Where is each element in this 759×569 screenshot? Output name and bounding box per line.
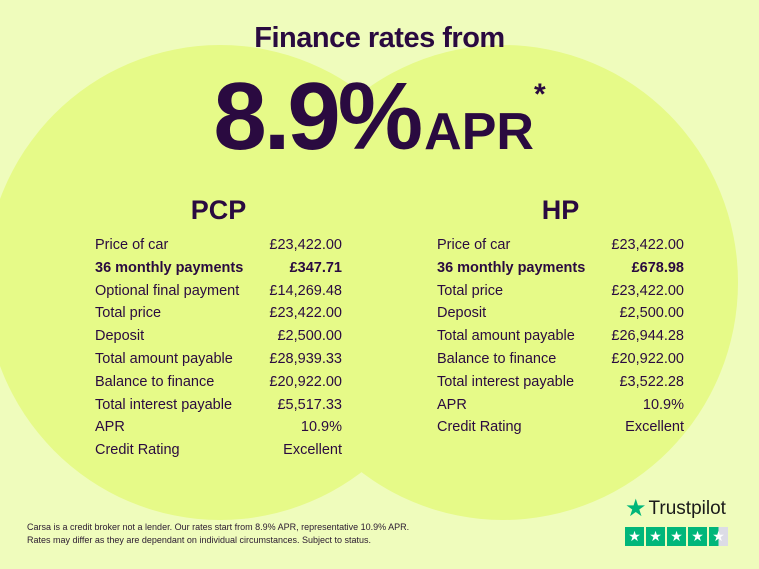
rating-star-icon: ★ [667, 527, 686, 546]
row-value: Excellent [625, 419, 684, 436]
row-label: 36 monthly payments [437, 259, 586, 276]
pcp-table: PCP Price of car £23,422.00 36 monthly pay… [95, 195, 342, 462]
disclaimer-line-1: Carsa is a credit broker not a lender. O… [27, 522, 410, 532]
table-row: Total interest payable £3,522.28 [437, 371, 684, 394]
trustpilot-label: Trustpilot [648, 497, 726, 519]
row-label: Total amount payable [95, 350, 233, 367]
headline-rate: 8.9%APR* [0, 62, 759, 172]
disclaimer-line-2: Rates may differ as they are dependant o… [27, 535, 372, 545]
table-row: Optional final payment £14,269.48 [95, 280, 342, 303]
row-value: £678.98 [631, 259, 684, 276]
row-value: £2,500.00 [619, 305, 684, 322]
table-row: Total price £23,422.00 [95, 302, 342, 325]
row-label: Total amount payable [437, 328, 575, 345]
rating-star-icon: ★ [625, 527, 644, 546]
table-row: Deposit £2,500.00 [437, 302, 684, 325]
row-value: £23,422.00 [269, 305, 342, 322]
apr-label: APR [424, 103, 534, 161]
row-label: Credit Rating [437, 419, 522, 436]
row-value: £23,422.00 [611, 282, 684, 299]
background-circle-right [268, 45, 738, 520]
table-row: Total price £23,422.00 [437, 280, 684, 303]
row-label: Balance to finance [437, 350, 557, 367]
row-value: £20,922.00 [611, 350, 684, 367]
trustpilot-rating: ★ ★ ★ ★ ★ [625, 527, 731, 546]
headline: Finance rates from [254, 22, 505, 54]
row-value: £23,422.00 [269, 237, 342, 253]
row-label: Total interest payable [437, 373, 575, 390]
row-value: £28,939.33 [269, 350, 342, 367]
row-label: Optional final payment [95, 282, 240, 299]
row-label: 36 monthly payments [95, 259, 244, 276]
table-row: Deposit £2,500.00 [95, 325, 342, 348]
row-label: Price of car [437, 237, 511, 253]
table-row: Total amount payable £28,939.33 [95, 348, 342, 371]
row-label: APR [437, 396, 467, 413]
table-row: 36 monthly payments £347.71 [95, 257, 342, 280]
rating-star-icon: ★ [688, 527, 707, 546]
table-row: Credit Rating Excellent [95, 439, 342, 462]
row-value: £23,422.00 [611, 237, 684, 253]
row-label: Deposit [95, 328, 145, 345]
table-row: APR 10.9% [437, 394, 684, 417]
table-row: Balance to finance £20,922.00 [95, 371, 342, 394]
row-value: £20,922.00 [269, 373, 342, 390]
row-value: £26,944.28 [611, 328, 684, 345]
row-label: Price of car [95, 237, 169, 253]
row-label: APR [95, 419, 125, 436]
row-label: Deposit [437, 305, 487, 322]
row-value: £5,517.33 [277, 396, 342, 413]
rating-star-icon: ★ [646, 527, 665, 546]
trustpilot-badge: ★ Trustpilot ★ ★ ★ ★ ★ [625, 494, 731, 546]
pcp-heading: PCP [190, 195, 247, 225]
row-value: £14,269.48 [269, 282, 342, 299]
row-label: Total price [437, 282, 504, 299]
star-icon: ★ [625, 495, 647, 522]
table-row: Balance to finance £20,922.00 [437, 348, 684, 371]
disclaimer: Carsa is a credit broker not a lender. O… [27, 521, 409, 547]
row-value: £347.71 [289, 259, 342, 276]
rating-star-icon: ★ [709, 527, 728, 546]
row-value: £2,500.00 [277, 328, 342, 345]
table-row: Price of car £23,422.00 [437, 234, 684, 257]
table-row: Price of car £23,422.00 [95, 234, 342, 257]
asterisk: * [533, 78, 546, 111]
table-row: APR 10.9% [95, 416, 342, 439]
row-label: Total interest payable [95, 396, 233, 413]
table-row: Total interest payable £5,517.33 [95, 394, 342, 417]
rate-value: 8.9% [213, 63, 423, 170]
row-value: £3,522.28 [619, 373, 684, 390]
row-value: 10.9% [642, 396, 684, 413]
table-row: Credit Rating Excellent [437, 416, 684, 439]
table-row: 36 monthly payments £678.98 [437, 257, 684, 280]
row-label: Total price [95, 305, 162, 322]
hp-table: HP Price of car £23,422.00 36 monthly paym… [437, 195, 684, 439]
row-label: Credit Rating [95, 442, 180, 459]
hp-heading: HP [541, 195, 580, 225]
table-row: Total amount payable £26,944.28 [437, 325, 684, 348]
row-value: Excellent [283, 442, 342, 459]
row-label: Balance to finance [95, 373, 215, 390]
row-value: 10.9% [300, 419, 342, 436]
